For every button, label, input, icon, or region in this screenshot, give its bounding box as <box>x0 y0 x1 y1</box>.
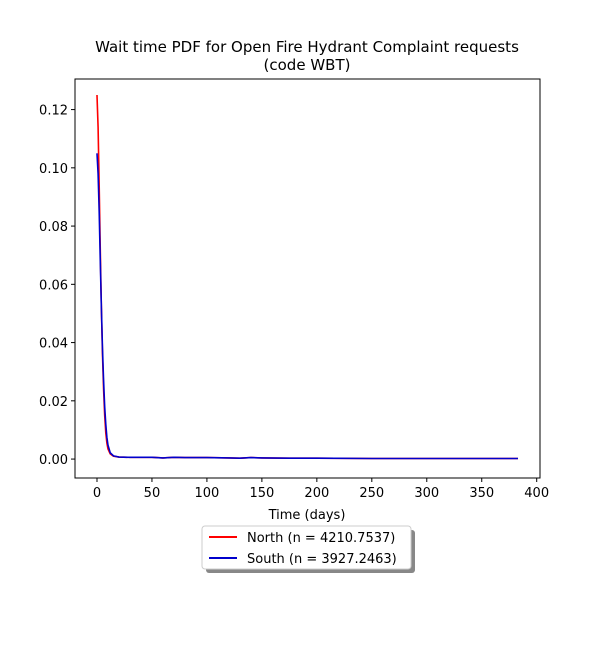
y-axis-ticks: 0.00 0.02 0.04 0.06 0.08 0.10 0.12 <box>39 104 75 468</box>
series-line-south <box>96 153 519 460</box>
legend: North (n = 4210.7537) South (n = 3927.24… <box>201 525 415 573</box>
x-tick-label: 250 <box>359 486 384 501</box>
legend-entry-south: South (n = 3927.2463) <box>247 552 397 567</box>
y-tick-label: 0.02 <box>39 395 68 410</box>
y-tick-label: 0.12 <box>39 104 68 119</box>
legend-box <box>201 525 412 570</box>
x-tick-label: 300 <box>414 486 439 501</box>
x-axis-ticks: 0 50 100 150 200 250 300 350 400 <box>93 478 549 501</box>
x-tick-label: 200 <box>304 486 329 501</box>
y-tick-label: 0.00 <box>39 453 68 468</box>
x-tick-label: 50 <box>144 486 161 501</box>
y-tick-label: 0.10 <box>39 162 68 177</box>
series-layer <box>96 94 519 460</box>
x-tick-label: 0 <box>93 486 101 501</box>
series-line-north <box>96 94 519 460</box>
y-tick-label: 0.08 <box>39 220 68 235</box>
chart-title-line2: (code WBT) <box>264 56 351 74</box>
x-tick-label: 100 <box>195 486 220 501</box>
plot-frame <box>74 78 541 479</box>
y-tick-label: 0.06 <box>39 278 68 293</box>
x-tick-label: 150 <box>249 486 274 501</box>
chart-title-line1: Wait time PDF for Open Fire Hydrant Comp… <box>95 38 519 56</box>
x-tick-label: 350 <box>469 486 494 501</box>
y-tick-label: 0.04 <box>39 337 68 352</box>
x-axis-label: Time (days) <box>268 508 346 523</box>
x-tick-label: 400 <box>524 486 549 501</box>
legend-entry-north: North (n = 4210.7537) <box>247 531 395 546</box>
